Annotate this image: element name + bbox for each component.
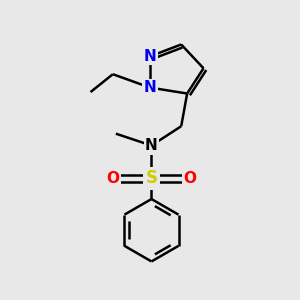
Text: N: N — [145, 138, 158, 153]
Text: O: O — [184, 171, 196, 186]
Text: S: S — [146, 169, 158, 187]
Text: N: N — [144, 80, 156, 95]
Text: O: O — [106, 171, 119, 186]
Text: N: N — [144, 49, 156, 64]
